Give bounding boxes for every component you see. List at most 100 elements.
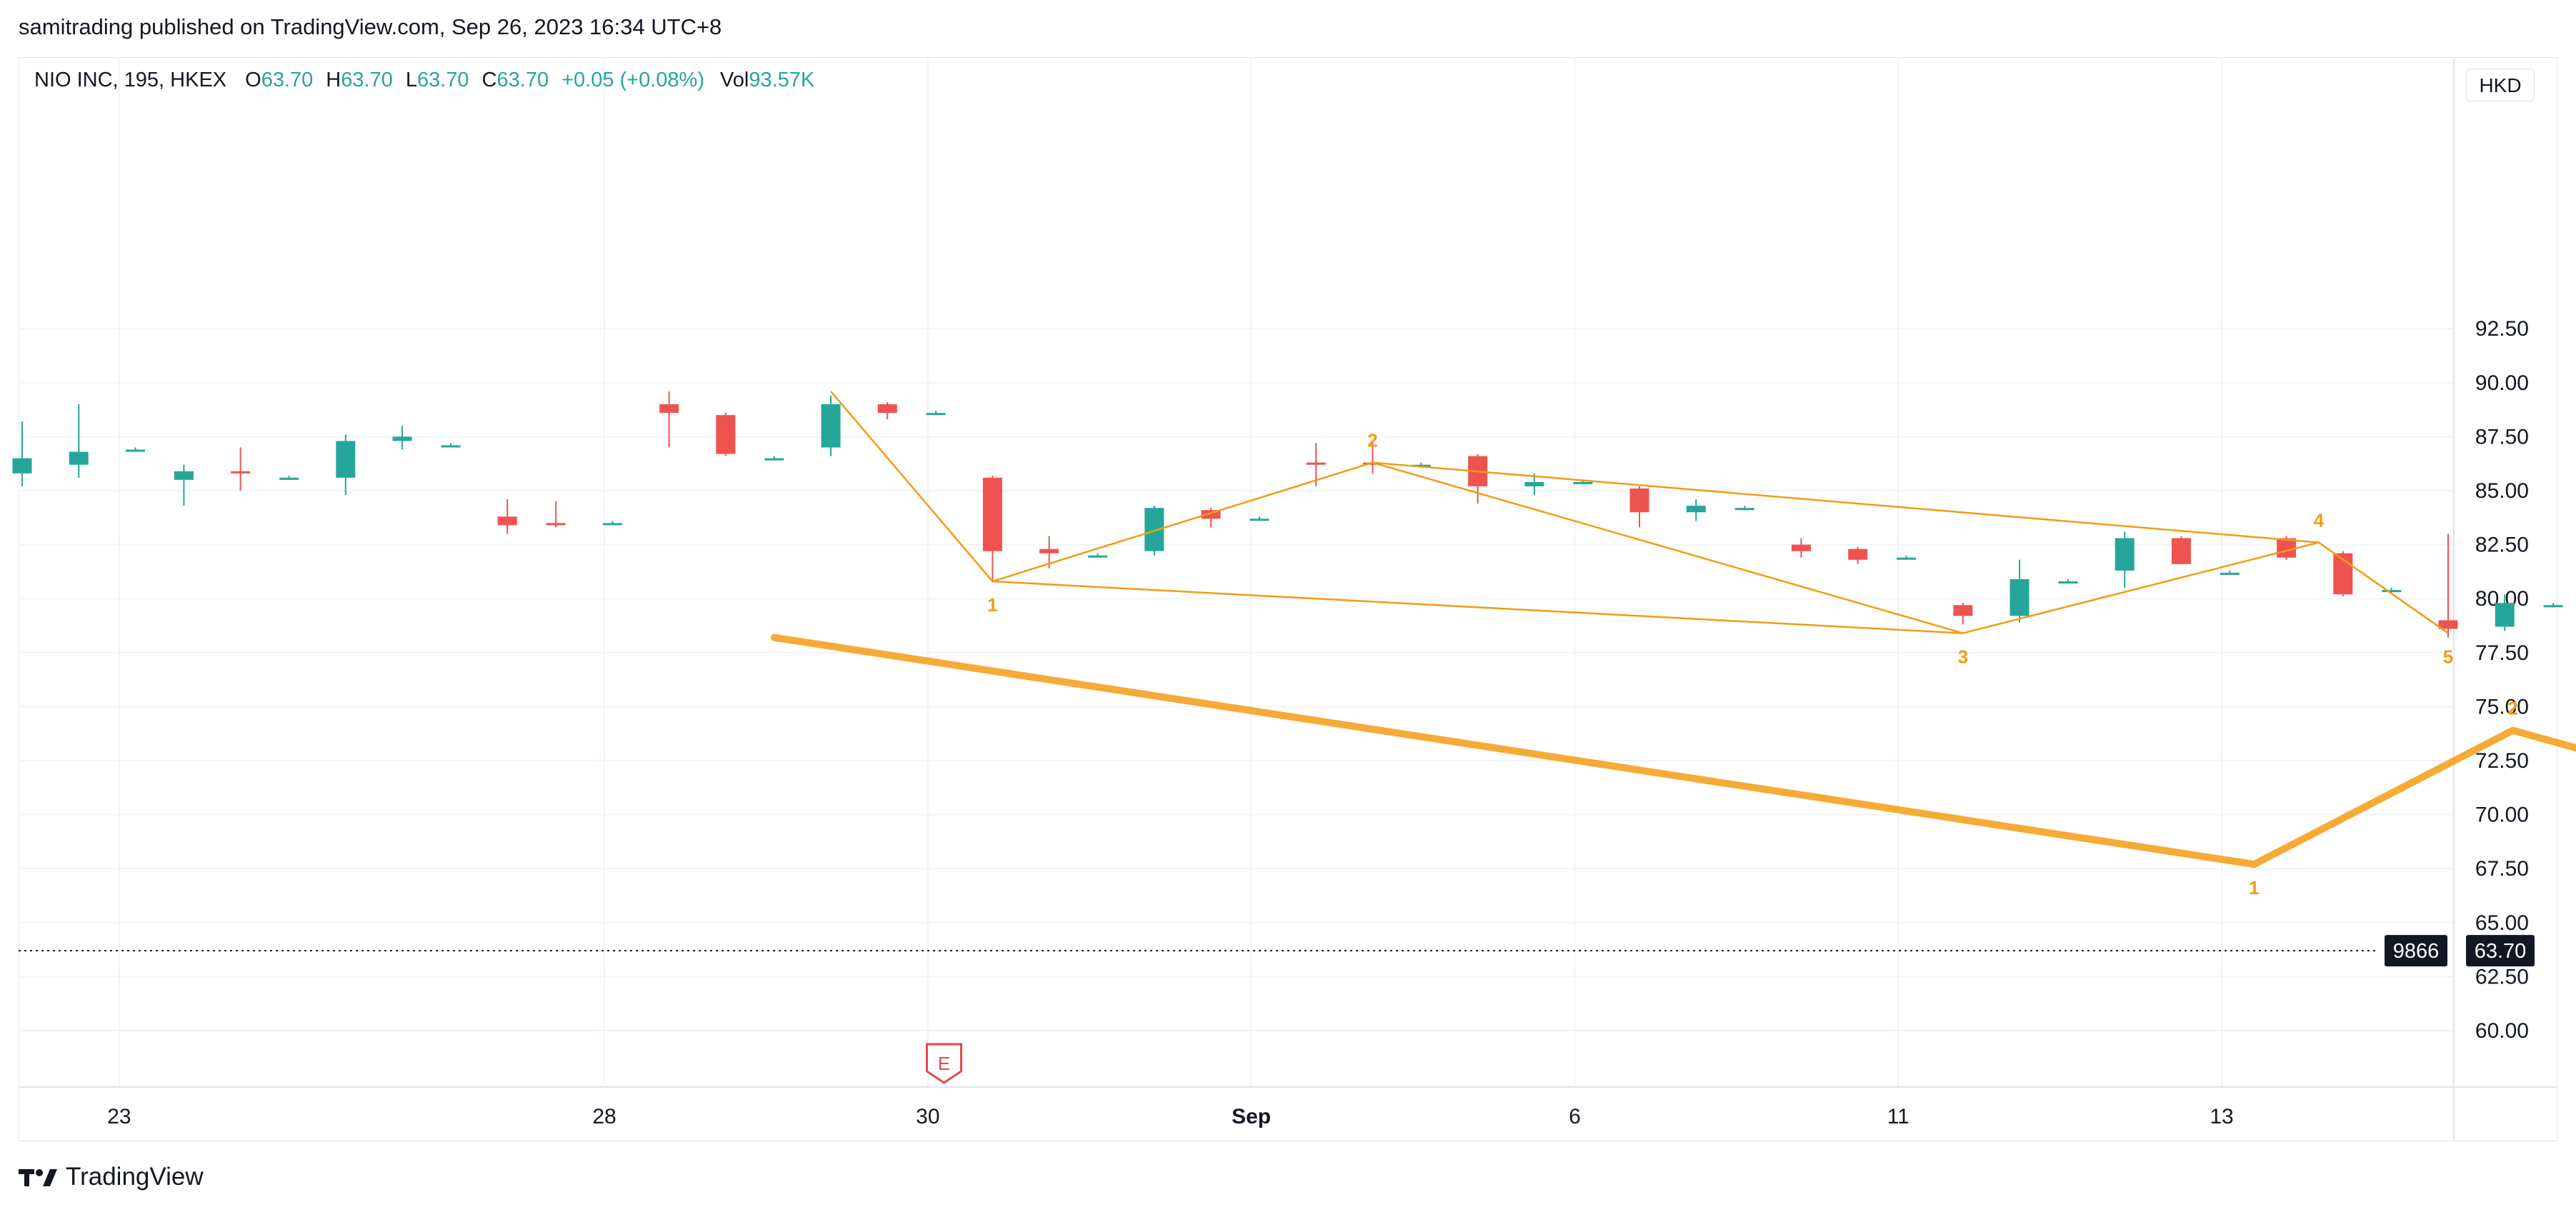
low-label: L	[405, 69, 417, 91]
earnings-icon[interactable]	[925, 1043, 962, 1084]
candle-body[interactable]	[2495, 603, 2515, 627]
candle-body[interactable]	[1848, 549, 1868, 560]
candle-body[interactable]	[926, 413, 946, 416]
change-value: +0.05 (+0.08%)	[561, 69, 704, 91]
candle-body[interactable]	[497, 516, 517, 526]
candle-body[interactable]	[2171, 538, 2191, 564]
last-price-badge	[2466, 935, 2535, 967]
price-badge: 9866 63.70	[2385, 935, 2535, 967]
y-tick-label: 77.50	[2475, 641, 2529, 665]
wave-label: 1	[2249, 877, 2259, 898]
tradingview-logo[interactable]: TradingView	[19, 1163, 204, 1191]
wave-label: 3	[1958, 646, 1968, 668]
close-label: C	[481, 69, 497, 91]
candle-body[interactable]	[2382, 590, 2402, 593]
grid	[19, 57, 2557, 1141]
candle-body[interactable]	[231, 471, 251, 474]
candle-body[interactable]	[1249, 519, 1269, 521]
small-wave-line[interactable]	[830, 391, 2449, 634]
low-value: 63.70	[416, 69, 469, 91]
candle-body[interactable]	[546, 523, 566, 526]
elliott-waves: 1234512121234534453512345W4	[770, 391, 2576, 1039]
countdown-text: 9866	[2393, 940, 2440, 963]
earnings-letter: E	[938, 1053, 950, 1074]
tradingview-icon	[19, 1169, 57, 1186]
wave-label: 2	[2507, 698, 2517, 719]
x-tick-label: 23	[107, 1105, 131, 1128]
y-tick-label: 62.50	[2475, 965, 2529, 988]
candle-body[interactable]	[2277, 538, 2297, 558]
currency-button[interactable]: HKD	[2466, 69, 2535, 101]
volume-value: 93.57K	[749, 69, 815, 91]
symbol-name[interactable]: NIO INC, 195, HKEX	[34, 69, 227, 91]
y-tick-label: 87.50	[2475, 425, 2529, 449]
open-label: O	[245, 69, 261, 91]
candle-body[interactable]	[279, 477, 299, 480]
candles	[12, 391, 2563, 638]
y-tick-label: 90.00	[2475, 371, 2529, 395]
candle-body[interactable]	[659, 404, 679, 414]
candle-body[interactable]	[1629, 488, 1649, 513]
close-value: 63.70	[496, 69, 549, 91]
y-tick-label: 70.00	[2475, 803, 2529, 827]
wave-label: 4	[2314, 510, 2325, 531]
y-tick-label: 65.00	[2475, 911, 2529, 935]
candle-body[interactable]	[1953, 605, 1973, 616]
candle-body[interactable]	[877, 404, 897, 414]
wave-label: 5	[2443, 646, 2453, 668]
candle-body[interactable]	[2220, 572, 2240, 575]
candle-body[interactable]	[69, 451, 89, 465]
candle-body[interactable]	[602, 523, 622, 526]
x-tick-label: Sep	[1232, 1105, 1271, 1128]
candle-body[interactable]	[764, 458, 784, 461]
earnings-marker[interactable]: E	[925, 1043, 962, 1084]
candle-body[interactable]	[1039, 549, 1059, 554]
y-tick-label: 60.00	[2475, 1019, 2529, 1043]
small-wave-line[interactable]	[992, 580, 1963, 634]
candle-body[interactable]	[392, 436, 412, 441]
volume-label: Vol	[720, 69, 749, 91]
candle-body[interactable]	[1686, 506, 1706, 513]
wave-label: 1	[987, 594, 997, 616]
candle-body[interactable]	[441, 445, 461, 448]
candle-body[interactable]	[2058, 581, 2078, 584]
y-axis: 60.00 62.50 65.00 67.50 70.00 72.50 75.00 77.50…	[2475, 317, 2529, 1043]
candle-body[interactable]	[2543, 605, 2563, 608]
x-tick-label: 13	[2210, 1105, 2233, 1128]
y-tick-label: 75.00	[2475, 695, 2529, 718]
small-wave-line[interactable]	[1372, 461, 2319, 544]
candle-body[interactable]	[1897, 557, 1917, 560]
candle-body[interactable]	[982, 477, 1002, 551]
candle-body[interactable]	[1573, 481, 1593, 484]
last-price-text: 63.70	[2475, 940, 2527, 963]
candle-body[interactable]	[1734, 508, 1754, 511]
candle-body[interactable]	[12, 458, 32, 474]
candle-body[interactable]	[1088, 555, 1108, 558]
x-tick-label: 30	[916, 1105, 939, 1128]
candle-body[interactable]	[1791, 544, 1811, 551]
x-tick-label: 6	[1569, 1105, 1581, 1128]
x-tick-label: 28	[592, 1105, 616, 1128]
candle-body[interactable]	[336, 441, 356, 478]
y-tick-label: 67.50	[2475, 857, 2529, 881]
candle-body[interactable]	[2438, 620, 2458, 629]
big-wave-line[interactable]	[770, 633, 2576, 1039]
candle-body[interactable]	[2115, 538, 2135, 571]
candle-body[interactable]	[1306, 462, 1326, 465]
wave-label: 2	[1367, 430, 1377, 451]
candle-body[interactable]	[716, 415, 736, 454]
x-axis: 232830Sep6111318202527Oct5	[107, 1105, 2234, 1128]
y-tick-label: 92.50	[2475, 317, 2529, 341]
publish-info: samitrading published on TradingView.com…	[19, 14, 722, 39]
candle-body[interactable]	[2010, 579, 2030, 616]
candle-body[interactable]	[174, 471, 194, 480]
candle-body[interactable]	[821, 404, 841, 448]
x-tick-label: 11	[1887, 1105, 1909, 1128]
y-tick-label: 82.50	[2475, 534, 2529, 557]
y-tick-label: 72.50	[2475, 749, 2529, 773]
candle-body[interactable]	[125, 449, 145, 452]
candle-body[interactable]	[1362, 462, 1382, 465]
y-tick-label: 85.00	[2475, 479, 2529, 503]
candle-body[interactable]	[1524, 481, 1544, 486]
